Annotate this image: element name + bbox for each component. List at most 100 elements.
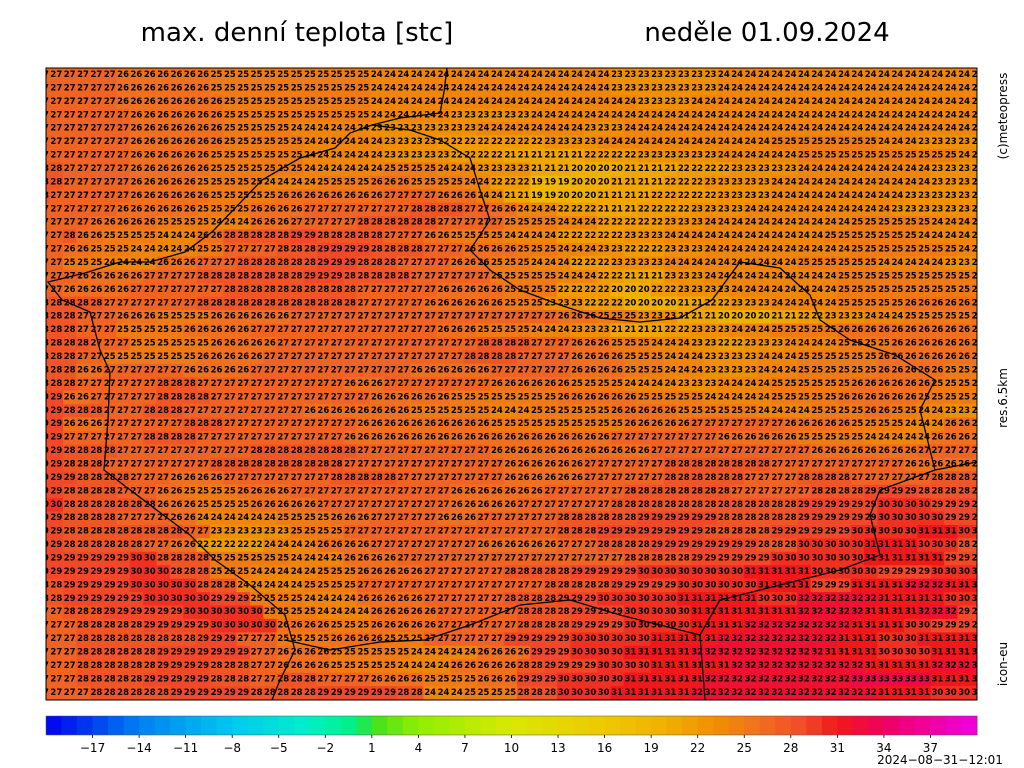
temp-value: 24 — [718, 110, 730, 120]
temp-cell — [103, 68, 117, 83]
temp-value: 28 — [451, 204, 463, 214]
temp-value: 24 — [851, 70, 863, 80]
temp-value: 25 — [317, 97, 329, 107]
temp-value: 29 — [344, 245, 356, 255]
temp-value: 27 — [544, 500, 556, 510]
temp-value: 22 — [571, 231, 583, 241]
temp-value: 27 — [384, 285, 396, 295]
temp-value: 25 — [958, 285, 970, 295]
temp-value: 27 — [464, 379, 476, 389]
temp-cell — [717, 68, 731, 83]
temp-value: 25 — [838, 433, 850, 443]
temp-value: 28 — [131, 540, 143, 550]
temp-cell — [730, 95, 745, 109]
temp-value: 26 — [371, 406, 383, 416]
temp-value: 24 — [798, 231, 810, 241]
temp-value: 22 — [678, 177, 690, 187]
temp-value: 26 — [131, 164, 143, 174]
temp-value: 25 — [851, 298, 863, 308]
temp-value: 25 — [891, 231, 903, 241]
temp-value: 28 — [291, 245, 303, 255]
temp-value: 24 — [865, 191, 877, 201]
temp-value: 23 — [224, 527, 236, 537]
temp-value: 25 — [237, 97, 249, 107]
temp-value: 23 — [384, 137, 396, 147]
temp-value: 25 — [584, 419, 596, 429]
temp-value: 21 — [611, 204, 623, 214]
temp-value: 26 — [398, 392, 410, 402]
temp-cell — [783, 95, 798, 109]
temp-value: 24 — [851, 97, 863, 107]
temp-value: 28 — [678, 473, 690, 483]
temp-value: 24 — [838, 124, 850, 134]
temp-value: 28 — [718, 486, 730, 496]
temp-value: 24 — [691, 97, 703, 107]
temp-value: 28 — [357, 473, 369, 483]
temp-value: 27 — [451, 379, 463, 389]
temp-value: 27 — [304, 204, 316, 214]
temp-value: 26 — [197, 124, 209, 134]
temp-value: 26 — [237, 352, 249, 362]
temp-value: 27 — [264, 245, 276, 255]
temp-value: 24 — [665, 258, 677, 268]
temp-cell — [837, 122, 852, 136]
temp-value: 24 — [357, 137, 369, 147]
temp-value: 23 — [611, 70, 623, 80]
temp-value: 25 — [544, 285, 556, 295]
temp-value: 26 — [344, 433, 356, 443]
temp-value: 20 — [718, 312, 730, 322]
temp-value: 27 — [464, 459, 476, 469]
temp-value: 25 — [878, 218, 890, 228]
temp-value: 27 — [731, 486, 743, 496]
temp-value: 23 — [411, 124, 423, 134]
temp-value: 25 — [211, 83, 223, 93]
temp-cell — [289, 95, 304, 109]
temp-cell — [690, 122, 705, 136]
temp-value: 26 — [571, 473, 583, 483]
temp-value: 27 — [90, 433, 102, 443]
temp-value: 27 — [171, 446, 183, 456]
temp-value: 27 — [117, 392, 129, 402]
temp-value: 28 — [157, 433, 169, 443]
temp-value: 24 — [958, 70, 970, 80]
temp-value: 27 — [304, 339, 316, 349]
temp-value: 22 — [598, 151, 610, 161]
temp-value: 24 — [518, 83, 530, 93]
temp-value: 22 — [665, 177, 677, 187]
temp-value: 24 — [678, 339, 690, 349]
temp-value: 23 — [771, 164, 783, 174]
temp-value: 27 — [518, 312, 530, 322]
temp-value: 27 — [758, 446, 770, 456]
temp-value: 28 — [77, 486, 89, 496]
temp-value: 22 — [531, 137, 543, 147]
temp-value: 25 — [918, 218, 930, 228]
temp-value: 26 — [184, 110, 196, 120]
temp-cell — [450, 95, 464, 109]
temp-cell — [797, 68, 812, 83]
temp-value: 24 — [745, 137, 757, 147]
temp-value: 24 — [598, 70, 610, 80]
temp-value: 27 — [144, 379, 156, 389]
temp-value: 24 — [344, 137, 356, 147]
temp-cell — [850, 122, 865, 136]
temp-value: 26 — [958, 433, 970, 443]
temp-value: 27 — [90, 379, 102, 389]
temp-value: 24 — [811, 83, 823, 93]
temp-value: 27 — [264, 406, 276, 416]
temp-value: 27 — [157, 298, 169, 308]
temp-value: 27 — [117, 298, 129, 308]
temp-value: 27 — [64, 204, 76, 214]
temp-cell — [597, 95, 611, 109]
temp-value: 24 — [531, 325, 543, 335]
temp-value: 25 — [611, 379, 623, 389]
temp-value: 24 — [838, 97, 850, 107]
temp-value: 27 — [144, 298, 156, 308]
temp-value: 27 — [237, 379, 249, 389]
temp-value: 23 — [678, 151, 690, 161]
temp-value: 26 — [398, 406, 410, 416]
temp-value: 27 — [291, 339, 303, 349]
temp-value: 27 — [117, 459, 129, 469]
temp-value: 28 — [624, 513, 636, 523]
temp-value: 27 — [438, 339, 450, 349]
temp-value: 27 — [424, 325, 436, 335]
